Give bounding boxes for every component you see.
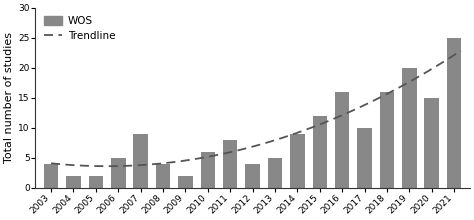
Bar (66, 176, 81, 188)
Bar (312, 116, 327, 188)
Bar (201, 152, 215, 188)
Bar (133, 134, 148, 188)
Bar (223, 140, 237, 188)
Bar (44, 164, 58, 188)
Bar (111, 158, 126, 188)
Bar (335, 92, 349, 188)
Bar (178, 176, 193, 188)
Bar (268, 158, 283, 188)
Bar (447, 38, 461, 188)
Bar (246, 164, 260, 188)
Bar (89, 176, 103, 188)
Bar (380, 92, 394, 188)
Bar (357, 128, 372, 188)
Bar (402, 68, 417, 188)
Bar (425, 98, 439, 188)
Bar (156, 164, 170, 188)
Legend: WOS, Trendline: WOS, Trendline (41, 13, 118, 44)
Bar (290, 134, 305, 188)
Y-axis label: Total number of studies: Total number of studies (4, 32, 14, 163)
